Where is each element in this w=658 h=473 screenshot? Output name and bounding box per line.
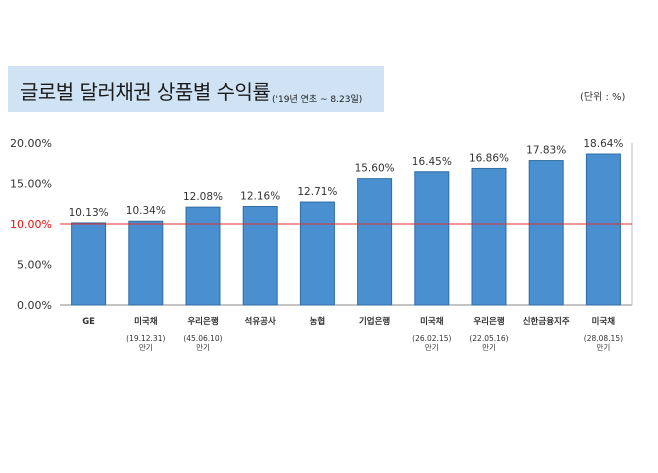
value-label: 16.86% (469, 152, 509, 164)
bar (414, 171, 450, 306)
value-label: 12.71% (297, 186, 337, 198)
category-note: 만기 (196, 343, 210, 352)
y-tick-label: 0.00% (17, 299, 52, 312)
y-tick-label: 20.00% (10, 137, 52, 150)
bar (528, 160, 564, 306)
title-background (8, 66, 384, 112)
category-label: 미국채 (420, 316, 444, 327)
y-tick-label: 10.00% (10, 218, 52, 231)
y-tick-label: 15.00% (10, 178, 52, 191)
bar (185, 206, 221, 306)
category-note: 만기 (139, 343, 153, 352)
category-label: 우리은행 (187, 316, 218, 327)
value-label: 12.16% (240, 191, 280, 203)
bar (585, 153, 621, 306)
category-label: 신한금융지주 (523, 316, 570, 327)
bar (242, 206, 278, 306)
value-label: 10.13% (69, 207, 109, 219)
category-label: 미국채 (134, 316, 158, 327)
category-label: 농협 (310, 316, 326, 327)
bar (128, 220, 164, 306)
bar (71, 222, 107, 306)
value-labels: 10.13% 10.34% 12.08% 12.16% 12.71% 15.60% 16.4… (69, 138, 624, 219)
category-note: (19.12.31) (126, 334, 165, 343)
bar (357, 178, 393, 306)
chart-title: 글로벌 달러채권 상품별 수익률 (20, 80, 271, 104)
value-label: 17.83% (526, 145, 566, 157)
bar (471, 167, 507, 306)
value-label: 15.60% (355, 163, 395, 175)
category-note: (22.05.16) (469, 334, 508, 343)
category-label: 기업은행 (359, 316, 390, 327)
category-note: (26.02.15) (412, 334, 451, 343)
category-note: (28.08.15) (584, 334, 623, 343)
value-label: 18.64% (583, 138, 623, 150)
y-tick-labels: 0.00% 5.00% 10.00% 15.00% 20.00% (10, 137, 52, 312)
value-label: 10.34% (126, 205, 166, 217)
category-note: 만기 (482, 343, 496, 352)
y-tick-label: 5.00% (17, 259, 52, 272)
category-note: 만기 (425, 343, 439, 352)
category-note: (45.06.10) (183, 334, 222, 343)
unit-label: (단위 : %) (580, 92, 626, 103)
value-label: 16.45% (412, 156, 452, 168)
bars (71, 153, 621, 306)
category-label: 미국채 (592, 316, 616, 327)
category-note: 만기 (596, 343, 610, 352)
category-label: GE (82, 317, 95, 327)
category-label: 우리은행 (473, 316, 504, 327)
bar (299, 201, 335, 306)
category-label: 석유공사 (245, 316, 276, 327)
value-label: 12.08% (183, 191, 223, 203)
chart-subtitle: ('19년 연초 ~ 8.23일) (272, 95, 363, 105)
